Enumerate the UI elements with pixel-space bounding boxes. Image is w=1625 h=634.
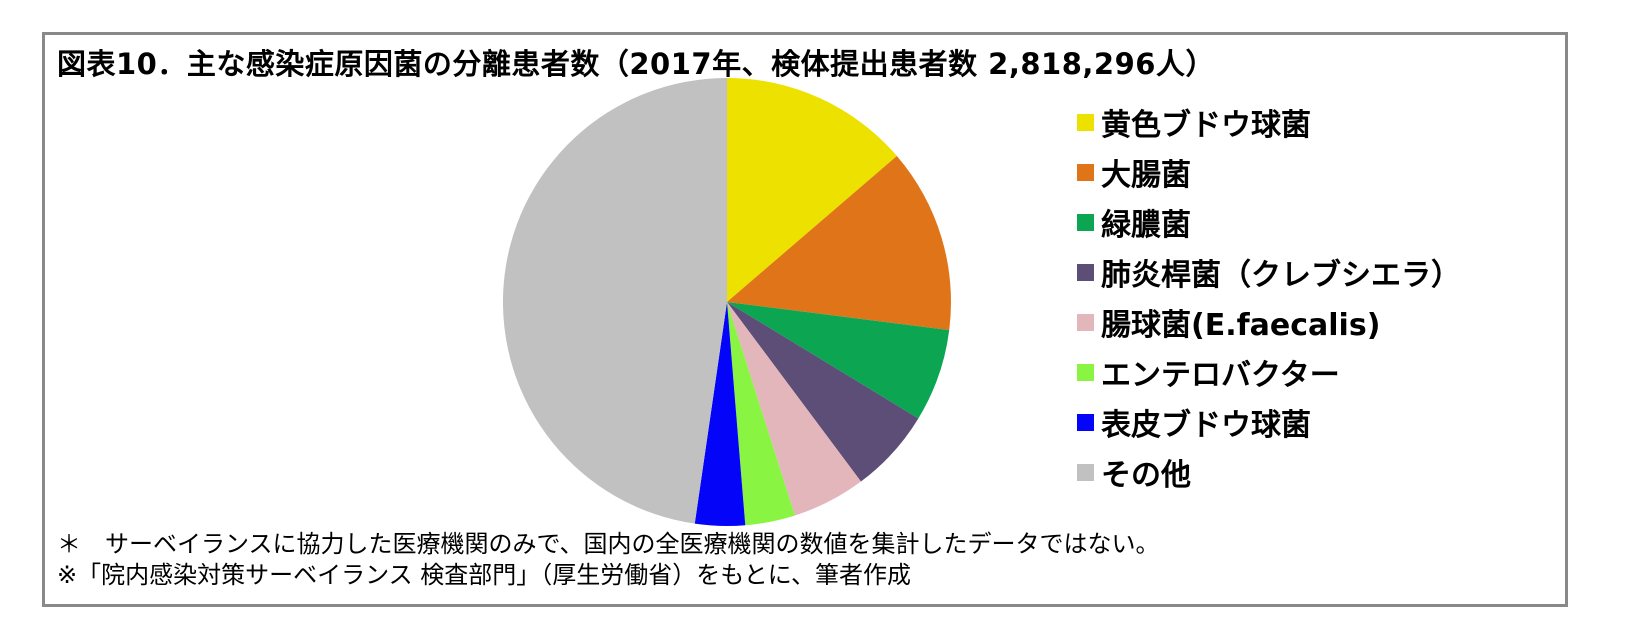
footnotes: ＊ サーベイランスに協力した医療機関のみで、国内の全医療機関の数値を集計したデー…	[57, 529, 1160, 591]
legend-item: エンテロバクター	[1077, 347, 1461, 397]
footnote-survey-disclaimer: ＊ サーベイランスに協力した医療機関のみで、国内の全医療機関の数値を集計したデー…	[57, 530, 1160, 558]
footnote-source: ※「院内感染対策サーベイランス 検査部門」（厚生労働省）をもとに、筆者作成	[57, 561, 912, 589]
pie-slice	[727, 302, 795, 526]
legend-swatch-icon	[1077, 313, 1094, 331]
legend-item: 黄色ブドウ球菌	[1077, 97, 1461, 147]
pie-slice	[694, 302, 746, 527]
legend-item: その他	[1077, 447, 1461, 497]
legend-swatch-icon	[1077, 213, 1094, 231]
legend-label: 緑膿菌	[1101, 208, 1191, 243]
figure-title: 図表10．主な感染症原因菌の分離患者数（2017年、検体提出患者数 2,818,…	[57, 47, 1215, 81]
figure-box: 図表10．主な感染症原因菌の分離患者数（2017年、検体提出患者数 2,818,…	[42, 32, 1568, 607]
legend-label: その他	[1101, 458, 1191, 493]
legend: 黄色ブドウ球菌 大腸菌緑膿菌肺炎桿菌（クレブシエラ） 腸球菌(E.faecalis)…	[1077, 97, 1461, 497]
legend-label: 表皮ブドウ球菌	[1101, 408, 1311, 443]
legend-item: 緑膿菌	[1077, 197, 1461, 247]
legend-label: 肺炎桿菌（クレブシエラ）	[1101, 258, 1461, 293]
pie-chart	[502, 78, 951, 527]
pie-slice	[502, 78, 727, 524]
pie-slice	[727, 302, 919, 482]
legend-item: 表皮ブドウ球菌	[1077, 397, 1461, 447]
legend-swatch-icon	[1077, 113, 1094, 131]
legend-item: 肺炎桿菌（クレブシエラ）	[1077, 247, 1461, 297]
pie-slice	[727, 302, 861, 516]
legend-label: 黄色ブドウ球菌	[1101, 108, 1311, 143]
legend-label: エンテロバクター	[1101, 358, 1340, 393]
pie-slice	[727, 155, 951, 331]
legend-item: 大腸菌	[1077, 147, 1461, 197]
legend-swatch-icon	[1077, 163, 1094, 181]
legend-label: 腸球菌(E.faecalis)	[1101, 308, 1381, 343]
legend-swatch-icon	[1077, 463, 1094, 481]
legend-swatch-icon	[1077, 363, 1094, 381]
pie-slice	[727, 78, 897, 302]
pie-slice	[727, 302, 950, 419]
legend-swatch-icon	[1077, 413, 1094, 431]
legend-label: 大腸菌	[1101, 158, 1191, 193]
legend-swatch-icon	[1077, 263, 1094, 281]
legend-item: 腸球菌(E.faecalis)	[1077, 297, 1461, 347]
